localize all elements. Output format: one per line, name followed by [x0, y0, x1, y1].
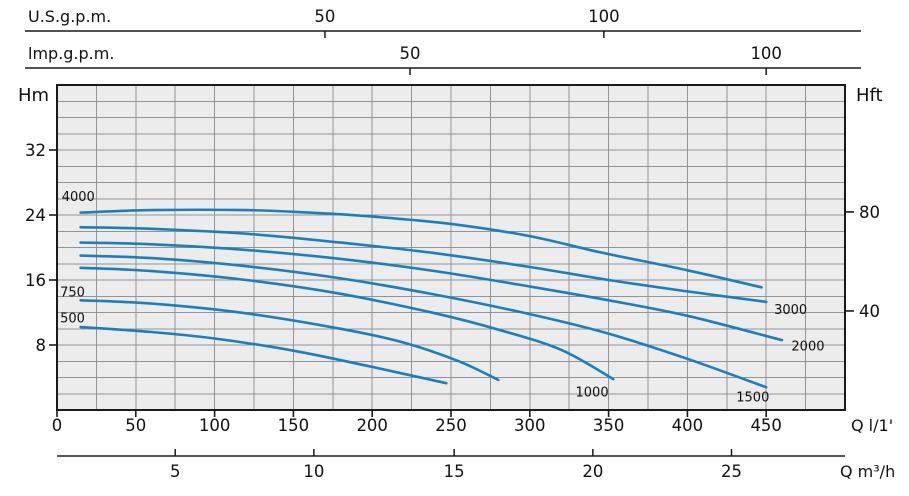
y2-axis-label: Hft — [856, 85, 883, 106]
curve-1500 — [79, 254, 768, 389]
y-axis-label: Hm — [18, 85, 49, 106]
impgpm-axis-label: lmp.g.p.m. — [28, 44, 114, 63]
curve-4000 — [79, 208, 763, 289]
y-axis-tick-label: 8 — [36, 336, 47, 355]
x-axis-tick-label: 250 — [435, 416, 467, 435]
curve-label-1000: 1000 — [576, 386, 609, 401]
x-axis-tick-label: 350 — [593, 416, 625, 435]
curve-750 — [79, 299, 500, 382]
x-axis-unit-label: Q l/1' — [851, 416, 893, 435]
curve-2000 — [79, 241, 784, 342]
curve-3000 — [79, 225, 768, 304]
curve-label-2000: 2000 — [791, 339, 824, 354]
m3h-tick-label: 20 — [582, 462, 603, 481]
m3h-tick-label: 25 — [721, 462, 742, 481]
curve-label-1500: 1500 — [736, 391, 769, 406]
curve-500 — [79, 325, 448, 385]
curve-label-3000: 3000 — [774, 303, 807, 318]
m3h-axis-unit-label: Q m³/h — [840, 462, 895, 481]
curve-label-500: 500 — [60, 312, 85, 327]
y2-axis-tick-label: 40 — [859, 302, 880, 321]
x-axis-tick-label: 200 — [356, 416, 388, 435]
usgpm-axis-label: U.S.g.p.m. — [28, 7, 111, 26]
x-axis-tick-label: 400 — [672, 416, 704, 435]
y2-axis-tick-label: 80 — [859, 203, 880, 222]
usgpm-tick-label: 100 — [588, 7, 620, 26]
x-axis-tick-label: 0 — [52, 416, 63, 435]
x-axis-tick-label: 50 — [125, 416, 146, 435]
curve-1000 — [79, 266, 615, 381]
curve-label-750: 750 — [60, 286, 85, 301]
y-axis-tick-label: 24 — [25, 206, 46, 225]
usgpm-tick-label: 50 — [314, 7, 335, 26]
y-axis-tick-label: 16 — [25, 271, 46, 290]
m3h-tick-label: 5 — [170, 462, 181, 481]
curve-label-4000: 4000 — [62, 190, 95, 205]
impgpm-tick-label: 50 — [400, 44, 421, 63]
grid — [57, 85, 845, 410]
x-axis-tick-label: 150 — [278, 416, 310, 435]
m3h-tick-label: 10 — [303, 462, 324, 481]
x-axis-tick-label: 450 — [750, 416, 782, 435]
m3h-tick-label: 15 — [444, 462, 465, 481]
x-axis-tick-label: 300 — [514, 416, 546, 435]
x-axis-tick-label: 100 — [199, 416, 231, 435]
y-axis-tick-label: 32 — [25, 141, 46, 160]
impgpm-tick-label: 100 — [750, 44, 782, 63]
